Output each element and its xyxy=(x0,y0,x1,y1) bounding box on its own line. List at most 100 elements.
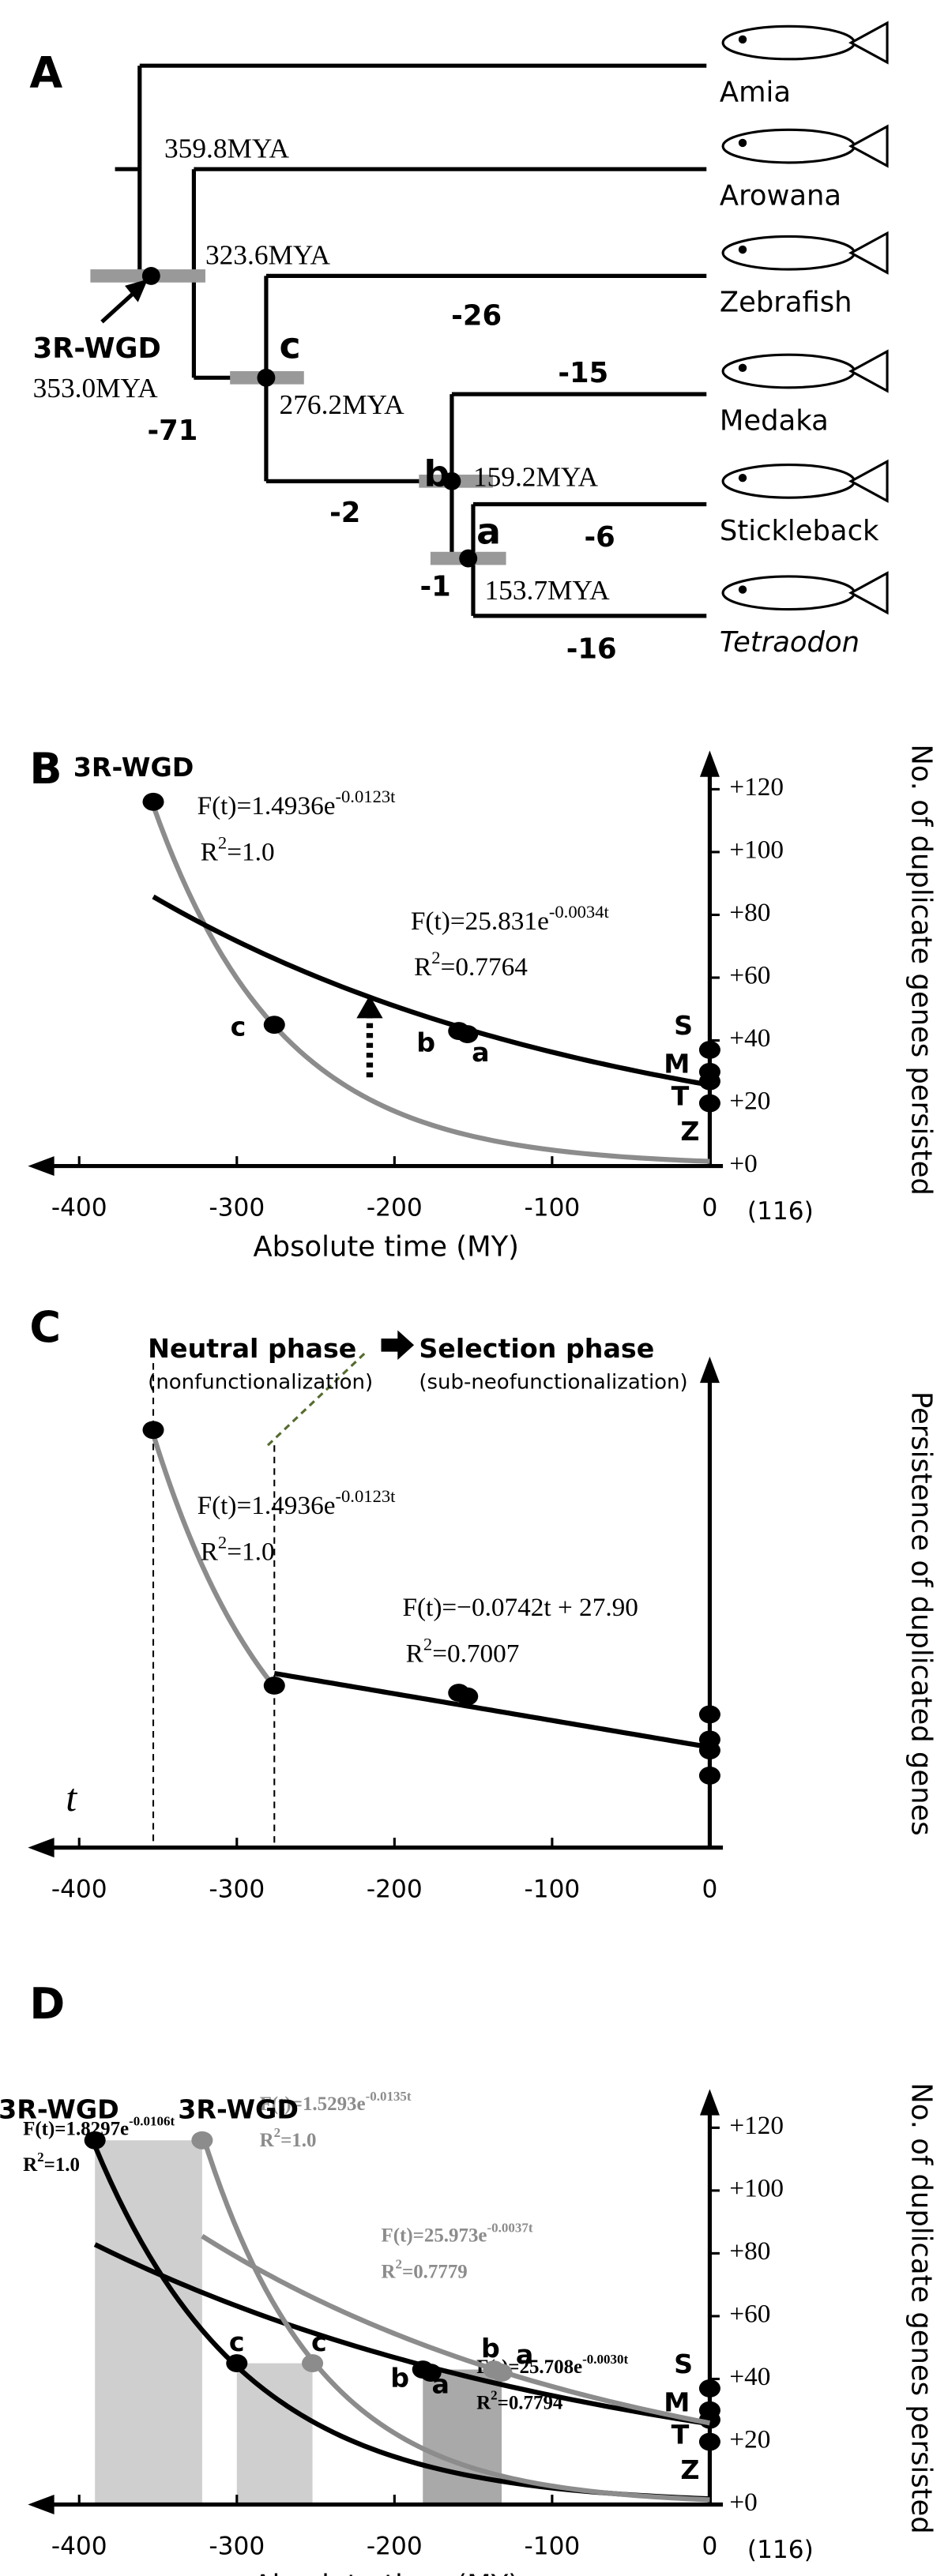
data-point xyxy=(491,2364,513,2382)
node-age: 159.2MYA xyxy=(473,460,599,492)
superscript: 2 xyxy=(423,1634,432,1654)
equation-text: R xyxy=(414,952,432,982)
fit-curve xyxy=(201,2233,711,2426)
fish-eye xyxy=(738,473,747,483)
fish-tail xyxy=(848,571,889,615)
equation-text: F(t)=1.4936e xyxy=(198,1491,336,1520)
fish-eye xyxy=(738,138,747,148)
point-label: Z xyxy=(680,2454,699,2485)
y-axis-arrow xyxy=(699,1356,720,1384)
taxon-label: Zebrafish xyxy=(720,287,852,319)
node-age: 323.6MYA xyxy=(205,239,331,271)
equation-text: =0.7764 xyxy=(441,952,529,982)
point-label: 3R-WGD xyxy=(73,752,194,783)
phase-desc: (sub-neofunctionalization) xyxy=(419,1371,687,1395)
superscript: -0.0123t xyxy=(335,787,396,806)
node-age: 353.0MYA xyxy=(33,372,159,404)
equation: R2=1.0 xyxy=(201,832,275,866)
equation-text: R xyxy=(201,1537,219,1566)
node-label: 3R-WGD xyxy=(33,332,161,365)
branch-value: -2 xyxy=(329,497,360,529)
x-tick-label: -100 xyxy=(524,1194,580,1222)
data-point xyxy=(419,2364,442,2382)
point-label: c xyxy=(311,2326,327,2357)
point-label: c xyxy=(231,1011,246,1042)
time-shift-bar xyxy=(95,2140,202,2505)
point-label: S xyxy=(674,1010,693,1041)
x-tick-label: -100 xyxy=(524,2533,580,2561)
equation: R2=1.0 xyxy=(201,1532,275,1566)
equation-text: F(t)=1.4936e xyxy=(198,791,336,820)
node-dot xyxy=(459,549,478,568)
y-tick-label: +0 xyxy=(729,2488,757,2517)
superscript: 2 xyxy=(218,832,227,852)
equation: R2=0.7794 xyxy=(476,2388,562,2413)
equation: R2=1.0 xyxy=(260,2125,317,2150)
data-point xyxy=(698,1705,720,1724)
data-point xyxy=(698,1094,720,1113)
panel-letter: A xyxy=(29,47,62,97)
y-axis-title: No. of duplicate genes persisted xyxy=(905,744,938,1195)
fish-tail xyxy=(848,124,889,168)
node-dot xyxy=(257,368,276,387)
superscript: 2 xyxy=(491,2388,497,2403)
data-point xyxy=(191,2131,213,2150)
total-note: (116) xyxy=(747,1197,814,1226)
point-label: M xyxy=(664,1048,690,1079)
fish-eye xyxy=(738,35,747,44)
equation: R2=1.0 xyxy=(23,2150,80,2176)
branch-value: -6 xyxy=(584,521,615,554)
x-axis-arrow xyxy=(28,1156,55,1177)
equation: F(t)=1.4936e-0.0123t xyxy=(198,1486,397,1520)
data-point xyxy=(457,1025,479,1044)
branch-value: -16 xyxy=(566,633,617,666)
phase-desc: (nonfunctionalization) xyxy=(148,1371,373,1395)
data-point xyxy=(142,792,164,811)
data-point xyxy=(698,1741,720,1759)
taxon-label: Amia xyxy=(720,77,791,109)
superscript: -0.0106t xyxy=(129,2114,175,2129)
y-tick-label: +100 xyxy=(729,2174,784,2203)
superscript: -0.0135t xyxy=(366,2090,412,2105)
x-axis-title: Absolute time (MY) xyxy=(254,2570,519,2576)
data-point xyxy=(226,2354,248,2373)
fish-tail xyxy=(848,21,889,65)
x-tick-label: 0 xyxy=(702,1876,718,1904)
fish-tail xyxy=(848,459,889,503)
point-label: a xyxy=(516,2339,533,2370)
fit-curve xyxy=(151,805,710,1164)
y-tick-label: +80 xyxy=(729,898,770,927)
y-tick-label: +60 xyxy=(729,2300,770,2329)
data-point xyxy=(263,1677,285,1695)
superscript: 2 xyxy=(274,2125,280,2140)
equation-text: F(t)=1.5293e xyxy=(260,2093,366,2115)
equation-text: F(t)=1.8297e xyxy=(23,2118,129,2139)
superscript: -0.0123t xyxy=(335,1486,396,1506)
equation-text: R xyxy=(23,2154,38,2176)
equation: F(t)=1.4936e-0.0123t xyxy=(198,787,397,820)
x-tick-label: 0 xyxy=(702,2533,718,2561)
fish-eye xyxy=(738,245,747,254)
equation-text: F(t)=25.973e xyxy=(381,2225,487,2246)
superscript: 2 xyxy=(218,1532,227,1552)
fit-curve xyxy=(273,1670,710,1750)
y-tick-label: +120 xyxy=(729,772,784,802)
equation-text: =1.0 xyxy=(227,1537,274,1566)
x-tick-label: -100 xyxy=(524,1876,580,1904)
x-tick-label: -200 xyxy=(367,1876,423,1904)
fish-tail xyxy=(848,349,889,393)
fish-tail xyxy=(848,231,889,275)
y-tick-label: +80 xyxy=(729,2236,770,2266)
panel-letter: C xyxy=(29,1302,61,1352)
fit-curve xyxy=(152,894,710,1087)
branch-value: -26 xyxy=(451,299,502,332)
phase-pointer xyxy=(266,1352,366,1447)
y-axis-title: No. of duplicate genes persisted xyxy=(905,2082,938,2533)
equation-text: R xyxy=(381,2261,396,2282)
data-point xyxy=(263,1016,285,1035)
node-age: 153.7MYA xyxy=(485,574,611,606)
equation: F(t)=1.8297e-0.0106t xyxy=(23,2114,175,2139)
x-tick-label: -400 xyxy=(51,1194,107,1222)
panel-letter: D xyxy=(29,1979,65,2029)
